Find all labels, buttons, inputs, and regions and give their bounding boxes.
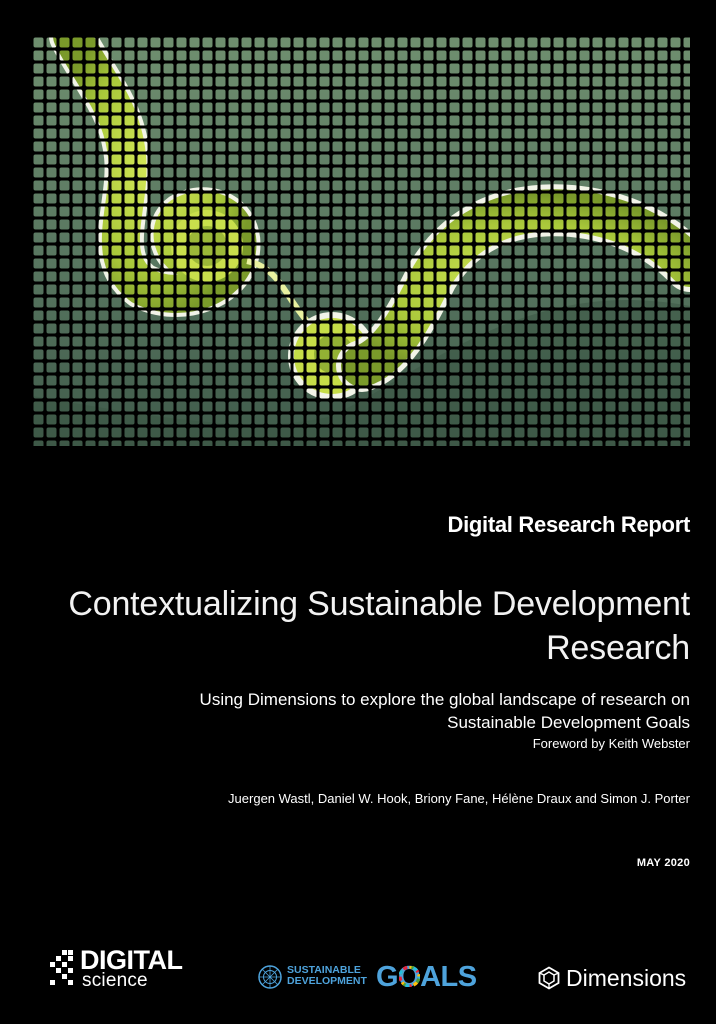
report-title: Contextualizing Sustainable Development … [68, 585, 690, 667]
dimensions-logo: Dimensions [537, 962, 697, 994]
sdg-line1: SUSTAINABLE [287, 964, 361, 976]
publication-date: MAY 2020 [636, 857, 690, 869]
author-list: Juergen Wastl, Daniel W. Hook, Briony Fa… [228, 791, 690, 806]
logo-pixel-icon [50, 962, 55, 967]
dimensions-name: Dimensions [566, 965, 687, 991]
sdg-words: SUSTAINABLE DEVELOPMENT [287, 965, 367, 987]
dimensions-icon [538, 966, 560, 990]
report-label: Digital Research Report [447, 512, 690, 537]
report-subtitle: Using Dimensions to explore the global l… [199, 690, 690, 732]
digital-science-sub: science [82, 970, 148, 991]
digital-science-logo: DIGITAL science [46, 946, 206, 992]
logo-pixel-icon [50, 980, 55, 985]
logo-pixel-icon [62, 950, 67, 955]
sdg-line2: DEVELOPMENT [287, 975, 367, 987]
sdg-wheel-icon [399, 966, 420, 987]
sdg-goals-word: GOALS [376, 961, 477, 993]
sdg-logo: SUSTAINABLE DEVELOPMENT GOALS [258, 961, 478, 994]
cover-image [32, 36, 690, 446]
logo-pixel-icon [56, 968, 61, 973]
logo-pixel-icon [62, 962, 67, 967]
logo-pixel-icon [68, 950, 73, 955]
logo-pixel-icon [62, 974, 67, 979]
un-emblem-icon [258, 965, 282, 989]
logo-pixel-icon [68, 956, 73, 961]
digital-science-name: DIGITAL [80, 945, 183, 975]
logo-pixel-icon [68, 968, 73, 973]
foreword-credit: Foreword by Keith Webster [532, 736, 690, 751]
logo-pixel-icon [68, 980, 73, 985]
logo-pixel-icon [56, 956, 61, 961]
